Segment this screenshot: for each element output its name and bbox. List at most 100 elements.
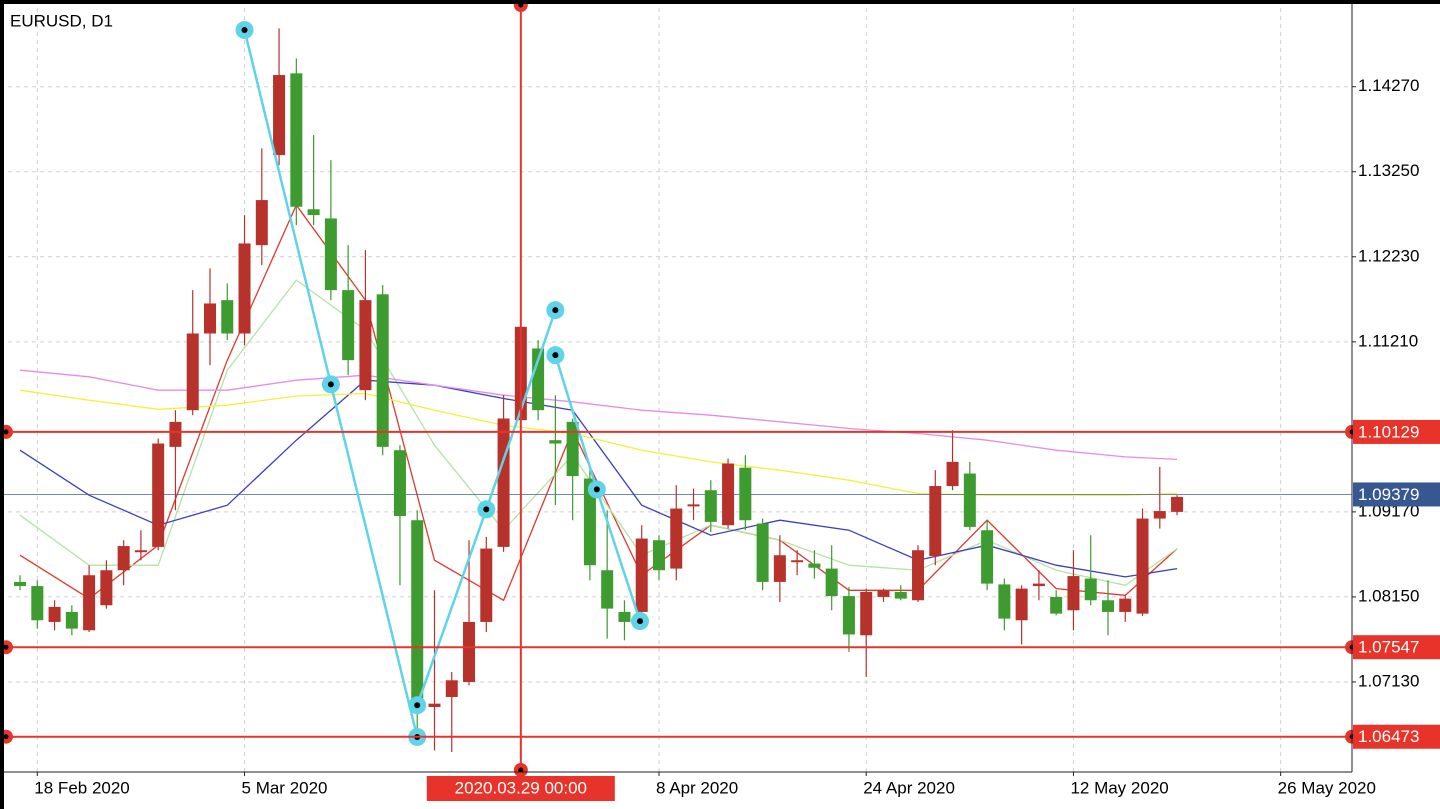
candle-body [791,560,804,563]
current-price-box [1353,482,1440,507]
candle-body [48,606,61,622]
candle-body [497,418,510,547]
candle-body [1119,598,1132,612]
candle-layer [14,28,1184,752]
candle-body [186,333,199,411]
candle-body [169,421,182,447]
candle-body [635,538,648,612]
candle-body [14,581,27,587]
candle-body [203,303,216,334]
candle-body [359,300,372,391]
candle-body [825,568,838,597]
candle-body [1032,583,1045,587]
candle-body [100,570,113,606]
moving-average-line [19,203,1178,602]
candle-body [842,596,855,635]
x-tick-label: 8 Apr 2020 [656,778,738,797]
candle-body [1050,596,1063,614]
candle-body [411,520,424,706]
candle-body [1084,578,1097,601]
candle-body [273,75,286,156]
anchor-dot [636,618,643,625]
candle-body [929,486,942,557]
candle-body [221,300,234,334]
candle-body [739,467,752,521]
candle-body [428,703,441,707]
candle-body [255,200,268,246]
candle-body [463,621,476,682]
candle-body [773,555,786,582]
axis-layer: 1.142701.132501.122301.112101.091701.081… [34,76,1440,801]
candle-body [134,550,147,553]
candle-body [480,548,493,622]
y-tick-label: 1.08150 [1358,586,1419,605]
candle-body [583,478,596,566]
y-tick-label: 1.13250 [1358,161,1419,180]
candle-body [238,243,251,334]
level-label-box [1353,635,1440,660]
frame-top [0,0,1440,4]
candle-body [152,443,165,547]
candle-body [1171,496,1184,512]
level-label: 1.07547 [1358,638,1419,657]
candle-body [808,563,821,568]
handle-dot [3,644,9,650]
frame-left [0,0,4,809]
candle-body [981,530,994,584]
x-tick-label: 5 Mar 2020 [242,778,328,797]
x-tick-label: 18 Feb 2020 [34,778,129,797]
candle-body [618,611,631,622]
candle-body [549,440,562,444]
moving-average-line [19,379,1178,578]
candle-body [393,450,406,517]
candle-body [376,294,389,447]
indicator-layer [0,203,1352,602]
candle-body [117,546,130,571]
level-label-box [1353,724,1440,749]
x-tick-label: 12 May 2020 [1070,778,1168,797]
candle-body [83,575,96,631]
candle-body [652,540,665,571]
candle-body [704,490,717,522]
moving-average-line [19,369,1178,461]
anchor-dot [552,352,559,359]
anchor-dot [414,702,421,709]
candle-body [307,209,320,216]
moving-average-line [19,389,1178,496]
candle-body [532,348,545,411]
level-label-box [1353,419,1440,444]
anchor-dot [327,381,334,388]
y-tick-label: 1.12230 [1358,246,1419,265]
anchor-dot [241,27,248,34]
candle-body [912,550,925,601]
handle-dot [518,767,524,773]
candle-body [894,591,907,599]
candle-body [722,463,735,526]
candle-body [342,290,355,361]
candle-body [290,73,303,207]
anchor-dot [552,307,559,314]
candle-body [877,590,890,597]
handle-dot [3,429,9,435]
current-price-label: 1.09379 [1358,485,1419,504]
candle-body [445,680,458,697]
anchor-dot [483,506,490,513]
handle-dot [3,734,9,740]
anchor-dot [593,486,600,493]
candle-body [998,584,1011,619]
chart-title: EURUSD, D1 [10,11,113,30]
candle-body [1101,600,1114,612]
candle-body [601,570,614,609]
y-tick-label: 1.11210 [1358,331,1418,350]
moving-average-line [19,279,1178,586]
x-tick-label: 24 Apr 2020 [863,778,955,797]
candle-body [1015,588,1028,621]
candle-body [1067,576,1080,611]
y-tick-label: 1.07130 [1358,671,1419,690]
candle-body [566,421,579,477]
candle-body [687,504,700,507]
candle-body [963,473,976,527]
